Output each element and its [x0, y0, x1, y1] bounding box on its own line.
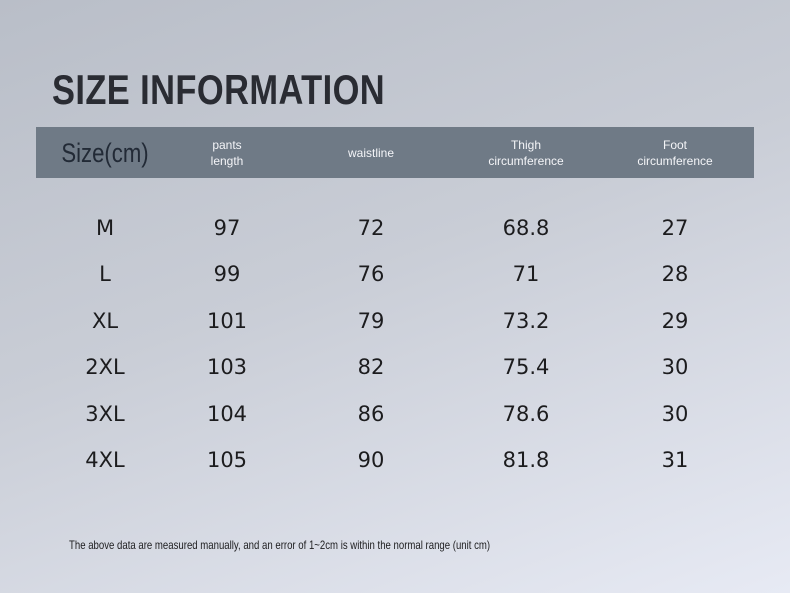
table-cell: 104: [206, 402, 248, 426]
table-cell: 31: [661, 448, 689, 472]
header-cell: Size(cm): [61, 127, 148, 178]
table-cell: 29: [661, 309, 689, 333]
table-cell: 3XL: [85, 402, 125, 426]
footnote: The above data are measured manually, an…: [69, 538, 491, 552]
table-cell: 73.2: [502, 309, 550, 333]
header-text: circumference: [488, 153, 564, 168]
table-cell: 99: [213, 262, 241, 286]
table-cell: 72: [357, 216, 385, 240]
table-cell: 79: [357, 309, 385, 333]
table-cell: 86: [357, 402, 385, 426]
table-cell: 30: [661, 402, 689, 426]
header-text: Size(cm): [61, 137, 149, 168]
table-cell: 101: [206, 309, 248, 333]
table-cell: 75.4: [502, 355, 550, 379]
table-cell: L: [99, 262, 111, 286]
table-cell: M: [95, 216, 115, 240]
header-text: Foot: [662, 137, 688, 152]
header-cell: pants length: [211, 127, 244, 178]
header-cell: waistline: [348, 127, 394, 178]
table-cell: 90: [357, 448, 385, 472]
header-cell: Thigh circumference: [488, 127, 563, 178]
table-cell: 2XL: [85, 355, 125, 379]
table-cell: 81.8: [502, 448, 550, 472]
table-cell: 78.6: [502, 402, 550, 426]
header-cell: Foot circumference: [637, 127, 712, 178]
header-text: waistline: [347, 145, 395, 160]
header-text: length: [210, 153, 244, 168]
table-cell: 76: [357, 262, 385, 286]
table-cell: 4XL: [85, 448, 125, 472]
header-text: circumference: [637, 153, 713, 168]
table-cell: 68.8: [502, 216, 550, 240]
table-cell: 71: [512, 262, 540, 286]
table-cell: 28: [661, 262, 689, 286]
title: SIZE INFORMATION: [52, 66, 386, 113]
table-cell: 103: [206, 355, 248, 379]
header-bar: [36, 127, 754, 178]
table-cell: 27: [661, 216, 689, 240]
table-cell: 97: [213, 216, 241, 240]
table-cell: XL: [91, 309, 119, 333]
table-cell: 30: [661, 355, 689, 379]
header-text: pants: [212, 137, 242, 152]
header-text: Thigh: [510, 137, 542, 152]
table-cell: 105: [206, 448, 248, 472]
table-cell: 82: [357, 355, 385, 379]
